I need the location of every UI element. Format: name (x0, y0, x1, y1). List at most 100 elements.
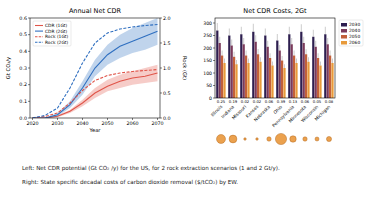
bubble (256, 138, 259, 141)
error-bar (272, 62, 273, 66)
bar (327, 44, 329, 98)
y-tick (213, 98, 215, 99)
bar (240, 34, 242, 98)
bar (319, 66, 321, 99)
bar (317, 58, 319, 98)
legend: CDR (1Gt)CDR (2Gt)Rock (1Gt)Rock (2Gt) (33, 21, 71, 46)
error-bar (253, 24, 254, 32)
bar (259, 62, 261, 98)
legend-swatch (341, 41, 347, 45)
bar (279, 51, 281, 99)
y-tick-label: 0.1 (19, 99, 27, 104)
bar (257, 54, 259, 98)
error-bar (282, 56, 283, 61)
legend-swatch (341, 35, 347, 39)
error-bar (277, 34, 278, 41)
bubble (275, 133, 286, 144)
bar (288, 34, 290, 98)
error-bar (248, 59, 249, 64)
legend-swatch (35, 42, 43, 43)
frame (215, 18, 335, 98)
size-label: 0.08 (325, 99, 334, 104)
legend-label: CDR (1Gt) (45, 23, 68, 28)
legend-label: CDR (2Gt) (45, 29, 68, 34)
error-bar (270, 53, 271, 58)
bar (255, 42, 257, 98)
size-label: 0.25 (217, 99, 226, 104)
error-bar (296, 59, 297, 64)
bar (283, 68, 285, 98)
error-bar (258, 49, 259, 54)
size-label: 0.19 (229, 99, 238, 104)
y-tick (28, 84, 30, 85)
y-tick-label: 100 (203, 71, 212, 76)
bubble (326, 136, 331, 141)
error-bar (243, 38, 244, 44)
plot-area (216, 23, 333, 98)
error-bar (294, 51, 295, 56)
error-bar (224, 59, 225, 64)
y-tick-label: 0.0 (19, 116, 27, 121)
x-tick-label: Missouri (231, 104, 247, 120)
x-tick (32, 118, 33, 120)
x-tick-label: Nebraska (253, 104, 271, 122)
y-tick (28, 51, 30, 52)
bar (307, 62, 309, 98)
bar (295, 63, 297, 98)
error-bar (308, 57, 309, 62)
bar (281, 61, 283, 99)
error-bar (255, 35, 256, 42)
y2-tick-label: 1.5 (163, 41, 171, 46)
y-tick-label: 300 (203, 21, 212, 26)
bar (247, 63, 249, 98)
bar (276, 41, 278, 99)
error-bar (219, 37, 220, 43)
size-label: 0.06 (301, 99, 310, 104)
y-tick (28, 68, 30, 69)
bar (252, 32, 254, 98)
error-bar (315, 41, 316, 47)
bar (271, 66, 273, 99)
size-label: 0.13 (289, 99, 298, 104)
error-bar (301, 24, 302, 32)
y2-tick (160, 18, 162, 19)
y2-label: Rock (Gt) (182, 56, 188, 80)
bar (219, 43, 221, 98)
error-bar (327, 38, 328, 44)
bar (329, 56, 331, 99)
frame (30, 18, 160, 118)
error-bar (313, 30, 314, 37)
y2-tick-label: 2.0 (163, 16, 171, 21)
size-label: 0.06 (265, 99, 274, 104)
legend-label: Rock (1Gt) (45, 34, 69, 39)
error-bar (217, 23, 218, 31)
y-tick-label: 0.5 (19, 32, 27, 37)
caption: Left: Net CDR potential (Gt CO₂ /y) for … (22, 165, 280, 172)
bubble (229, 135, 237, 143)
x-tick-label: 2070 (151, 121, 163, 126)
plot-area (33, 18, 158, 118)
error-bar (303, 37, 304, 43)
line (33, 70, 158, 119)
legend-swatch (341, 29, 347, 33)
error-bar (229, 29, 230, 36)
bar (293, 56, 295, 99)
y-tick-label: 0.4 (19, 49, 27, 54)
y-tick (213, 23, 215, 24)
figure: Annual Net CDR2020203020402050206020700.… (0, 0, 375, 211)
y-tick-label: 150 (203, 58, 212, 63)
error-bar (289, 27, 290, 35)
left-chart: Annual Net CDR2020203020402050206020700.… (5, 7, 188, 133)
error-bar (246, 51, 247, 56)
error-bar (236, 60, 237, 64)
y2-tick-label: 0.0 (163, 116, 171, 121)
bar (305, 54, 307, 98)
y-tick-label: 50 (206, 83, 212, 88)
y2-tick (160, 93, 162, 94)
legend-swatch (35, 31, 43, 32)
x-tick-label: 2030 (51, 121, 63, 126)
y-tick-label: 200 (203, 46, 212, 51)
x-tick (107, 118, 108, 120)
bar (231, 46, 233, 99)
y-tick (213, 35, 215, 36)
